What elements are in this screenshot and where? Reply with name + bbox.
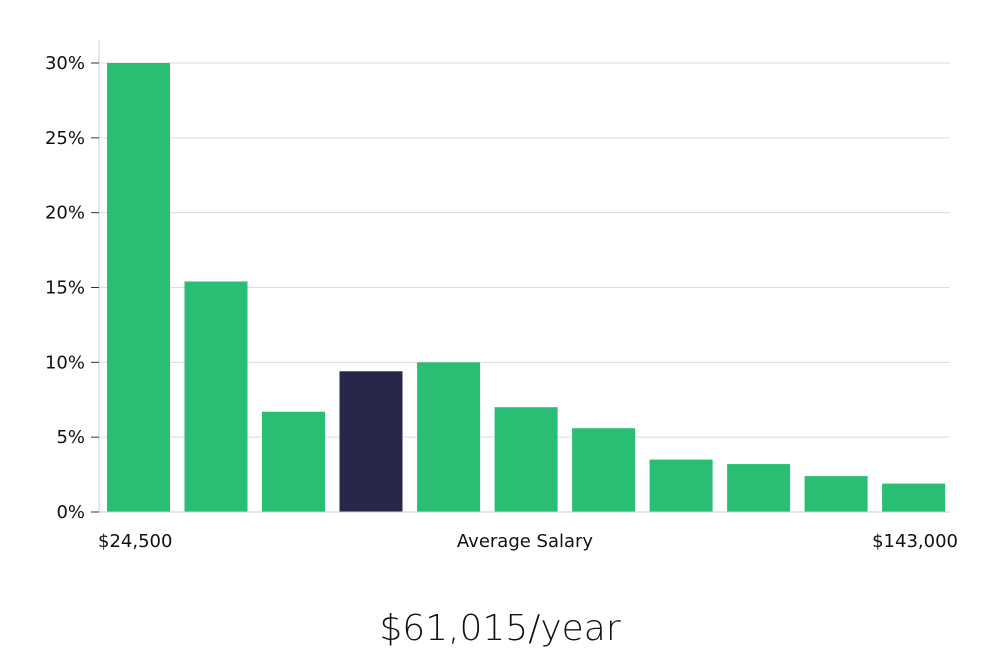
y-tick-label: 15% — [45, 278, 85, 299]
bar — [882, 483, 946, 512]
bar — [572, 428, 636, 512]
x-max-label: $143,000 — [872, 531, 958, 552]
average-salary-headline: $61,015/year — [379, 608, 621, 649]
salary-distribution-chart: 0% 5% 10% 15% 20% 25% 30% $24,500 Average Sala… — [45, 40, 958, 552]
x-min-label: $24,500 — [98, 531, 172, 552]
axes — [98, 40, 950, 513]
bar — [107, 63, 170, 512]
bar — [262, 411, 325, 512]
y-tick-label: 20% — [45, 203, 85, 224]
bars — [107, 63, 946, 512]
x-axis-title: Average Salary — [457, 531, 594, 552]
y-tick-label: 10% — [45, 352, 85, 373]
y-tick-label: 30% — [45, 53, 85, 74]
y-tick-label: 0% — [56, 502, 85, 523]
x-labels: $24,500 Average Salary $143,000 — [98, 531, 958, 552]
bar — [184, 281, 248, 512]
bar — [649, 459, 713, 512]
bar — [804, 476, 868, 512]
y-tick-labels: 0% 5% 10% 15% 20% 25% 30% — [45, 53, 99, 523]
y-tick-label: 25% — [45, 128, 85, 149]
bar — [494, 407, 558, 512]
bar — [417, 362, 481, 512]
bar-highlighted — [339, 371, 403, 512]
y-tick-label: 5% — [56, 427, 85, 448]
bar — [727, 464, 791, 512]
